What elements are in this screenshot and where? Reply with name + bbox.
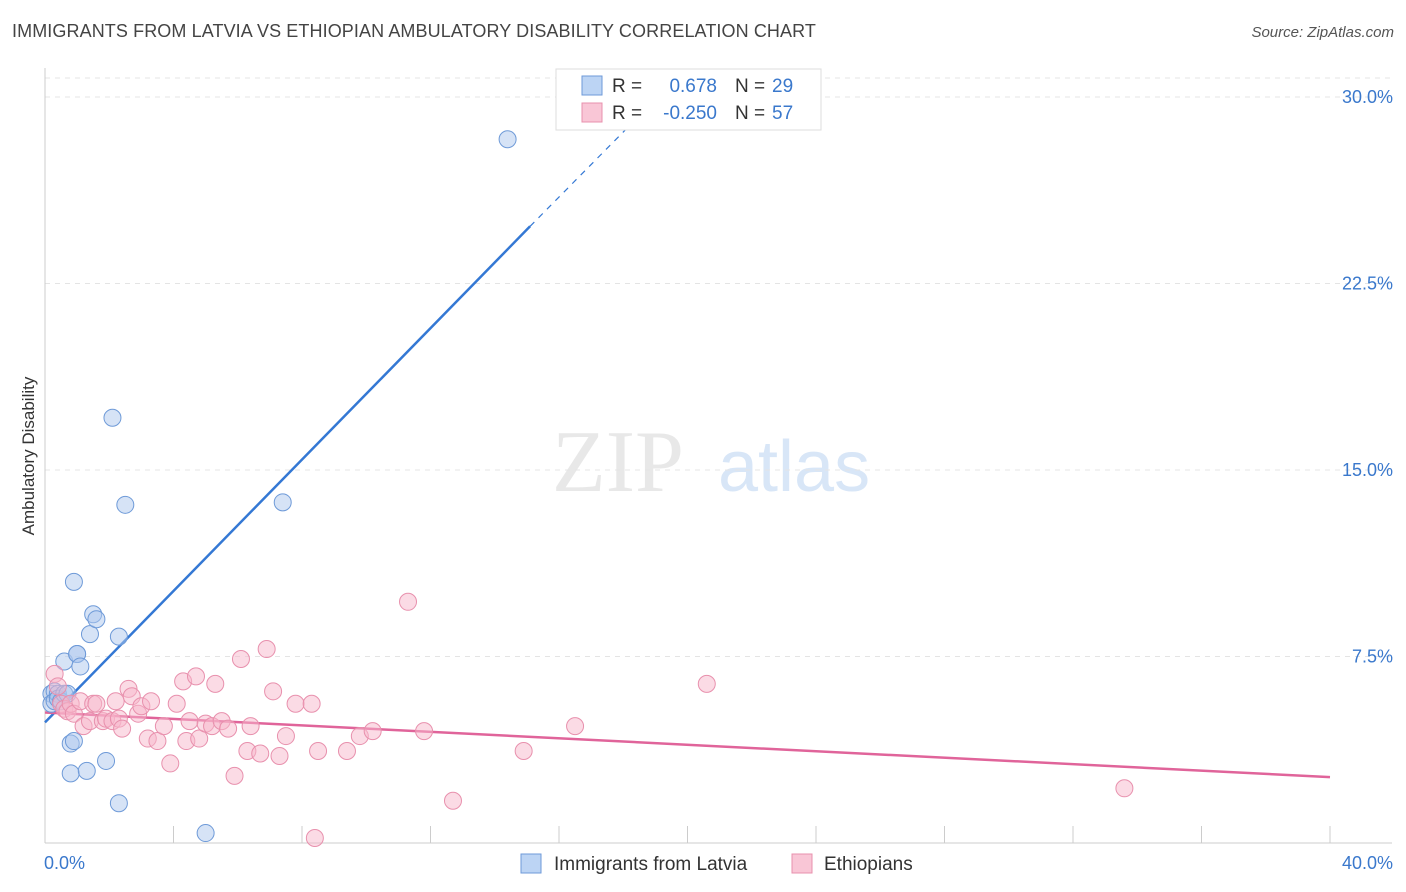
ethiopian-point <box>161 754 180 773</box>
latvia-point <box>64 732 83 751</box>
legend-swatch-ethiopians <box>791 853 813 874</box>
stats-r-label-latvia: R = <box>612 76 642 97</box>
ethiopian-point <box>305 829 324 848</box>
stats-n-label-latvia: N = <box>735 76 765 97</box>
y-tick-label: 30.0% <box>1342 87 1393 107</box>
ethiopian-point <box>399 592 418 611</box>
ethiopian-point <box>566 717 585 736</box>
latvia-point <box>196 824 215 843</box>
watermark-zip: ZIP <box>552 414 684 511</box>
ethiopian-point <box>270 746 289 765</box>
ethiopian-point <box>142 692 161 711</box>
ethiopian-point <box>302 694 321 713</box>
latvia-point <box>498 130 517 149</box>
latvia-point <box>103 408 122 427</box>
ethiopian-point <box>148 732 167 751</box>
y-tick-label: 15.0% <box>1342 460 1393 480</box>
latvia-point <box>109 794 128 813</box>
stats-n-label-ethiopians: N = <box>735 103 765 124</box>
tick-labels: 7.5% 15.0% 22.5% 30.0% 0.0% 40.0% <box>44 87 1393 873</box>
latvia-point <box>77 761 96 780</box>
ethiopian-point <box>309 741 328 760</box>
stats-swatch-latvia <box>581 75 603 96</box>
ethiopian-point <box>190 729 209 748</box>
ethiopian-point <box>276 727 295 746</box>
ethiopian-point <box>106 692 125 711</box>
stats-n-value-latvia: 29 <box>772 76 793 97</box>
ethiopian-point <box>514 741 533 760</box>
ethiopian-point <box>264 682 283 701</box>
latvia-point <box>80 625 99 644</box>
ethiopian-point <box>337 741 356 760</box>
ethiopian-point <box>48 677 67 696</box>
latvia-point <box>273 493 292 512</box>
latvia-point <box>97 751 116 770</box>
ethiopian-point <box>363 722 382 741</box>
watermark-atlas: atlas <box>718 427 870 507</box>
source-credit: Source: ZipAtlas.com <box>1251 24 1394 41</box>
data-points <box>42 130 1134 848</box>
stats-n-value-ethiopians: 57 <box>772 103 793 124</box>
stats-r-label-ethiopians: R = <box>612 103 642 124</box>
ethiopian-point <box>231 649 250 668</box>
latvia-point <box>116 495 135 514</box>
legend-swatch-latvia <box>520 853 542 874</box>
stats-r-value-ethiopians: -0.250 <box>663 103 717 124</box>
ethiopian-point <box>113 719 132 738</box>
ethiopian-point <box>180 712 199 731</box>
ethiopian-point <box>186 667 205 686</box>
x-tick-label: 40.0% <box>1342 853 1393 873</box>
y-tick-label: 22.5% <box>1342 274 1393 294</box>
ethiopian-point <box>257 640 276 659</box>
stats-r-value-latvia: 0.678 <box>669 76 717 97</box>
axes <box>44 68 1392 844</box>
latvia-point <box>64 572 83 591</box>
x-tick-label: 0.0% <box>44 853 85 873</box>
ethiopian-point <box>1115 779 1134 798</box>
latvia-point <box>71 657 90 676</box>
ethiopian-point <box>415 722 434 741</box>
gridlines <box>45 77 1392 657</box>
chart-title: IMMIGRANTS FROM LATVIA VS ETHIOPIAN AMBU… <box>12 21 816 41</box>
ethiopian-point <box>225 766 244 785</box>
ethiopian-point <box>251 744 270 763</box>
ethiopian-point <box>241 717 260 736</box>
ethiopian-point <box>167 694 186 713</box>
y-axis-label: Ambulatory Disability <box>19 376 38 535</box>
latvia-trend-line <box>44 225 531 724</box>
ethiopian-point <box>219 719 238 738</box>
ethiopian-point <box>286 694 305 713</box>
trend-lines <box>44 99 1331 779</box>
stats-swatch-ethiopians <box>581 102 603 123</box>
legend-label-ethiopians: Ethiopians <box>824 854 913 875</box>
ethiopian-point <box>154 717 173 736</box>
legend-label-latvia: Immigrants from Latvia <box>554 854 748 875</box>
ethiopian-point <box>697 674 716 693</box>
latvia-point <box>109 627 128 646</box>
ethiopian-point <box>87 694 106 713</box>
bottom-legend: Immigrants from Latvia Ethiopians <box>520 853 913 875</box>
ethiopian-point <box>206 674 225 693</box>
ethiopian-trend-line <box>44 711 1331 779</box>
latvia-point <box>87 610 106 629</box>
ethiopian-point <box>443 791 462 810</box>
latvia-point <box>61 764 80 783</box>
y-tick-label: 7.5% <box>1352 647 1393 667</box>
stats-legend-box: R = 0.678 N = 29 R = -0.250 N = 57 <box>555 68 822 131</box>
